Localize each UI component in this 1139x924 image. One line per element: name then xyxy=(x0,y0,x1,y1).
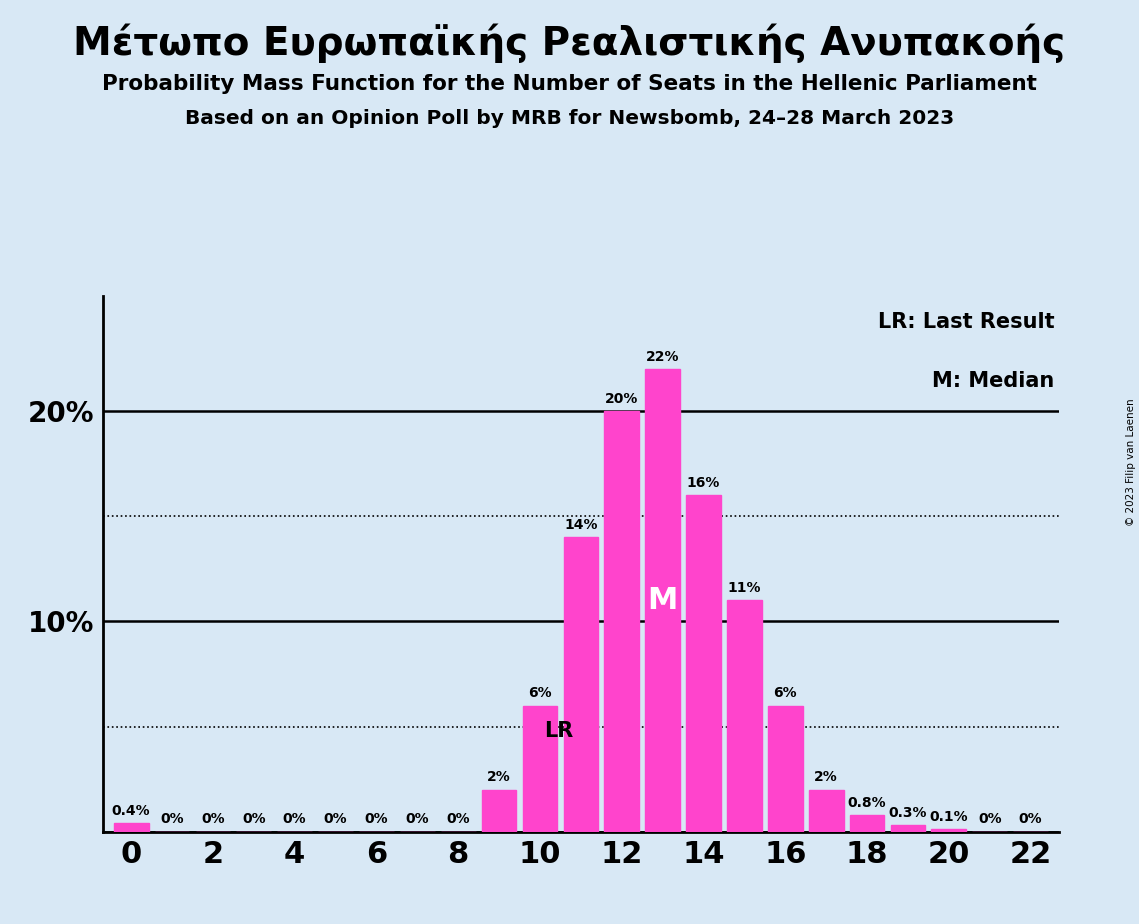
Text: 0.4%: 0.4% xyxy=(112,804,150,818)
Text: 14%: 14% xyxy=(564,518,598,532)
Bar xyxy=(932,830,966,832)
Text: 6%: 6% xyxy=(773,687,797,700)
Text: 0.8%: 0.8% xyxy=(847,796,886,809)
Bar xyxy=(605,411,639,832)
Text: 0.1%: 0.1% xyxy=(929,810,968,824)
Text: Μέτωπο Ευρωπαϊκής Ρεαλιστικής Ανυπακοής: Μέτωπο Ευρωπαϊκής Ρεαλιστικής Ανυπακοής xyxy=(73,23,1066,63)
Bar xyxy=(523,706,557,832)
Text: 0%: 0% xyxy=(161,812,183,826)
Text: LR: Last Result: LR: Last Result xyxy=(878,311,1055,332)
Text: 2%: 2% xyxy=(814,771,838,784)
Text: 0%: 0% xyxy=(323,812,347,826)
Bar xyxy=(646,370,680,832)
Bar xyxy=(768,706,803,832)
Text: 0%: 0% xyxy=(282,812,306,826)
Bar xyxy=(850,815,885,832)
Text: 11%: 11% xyxy=(728,581,761,595)
Text: M: M xyxy=(647,586,678,614)
Text: 0%: 0% xyxy=(364,812,388,826)
Bar xyxy=(891,825,925,832)
Text: 0%: 0% xyxy=(202,812,224,826)
Text: M: Median: M: Median xyxy=(932,371,1055,391)
Bar xyxy=(686,495,721,832)
Text: 0.3%: 0.3% xyxy=(888,806,927,820)
Text: 0%: 0% xyxy=(978,812,1001,826)
Text: 0%: 0% xyxy=(241,812,265,826)
Text: LR: LR xyxy=(543,721,573,741)
Text: Based on an Opinion Poll by MRB for Newsbomb, 24–28 March 2023: Based on an Opinion Poll by MRB for News… xyxy=(185,109,954,128)
Text: © 2023 Filip van Laenen: © 2023 Filip van Laenen xyxy=(1126,398,1136,526)
Text: 0%: 0% xyxy=(446,812,470,826)
Text: 22%: 22% xyxy=(646,350,680,364)
Text: 16%: 16% xyxy=(687,476,720,490)
Bar xyxy=(482,790,516,832)
Bar xyxy=(564,538,598,832)
Text: 0%: 0% xyxy=(405,812,429,826)
Text: Probability Mass Function for the Number of Seats in the Hellenic Parliament: Probability Mass Function for the Number… xyxy=(103,74,1036,94)
Text: 2%: 2% xyxy=(487,771,511,784)
Text: 20%: 20% xyxy=(605,392,639,406)
Text: 6%: 6% xyxy=(528,687,551,700)
Bar xyxy=(809,790,844,832)
Bar xyxy=(727,601,762,832)
Bar xyxy=(114,823,148,832)
Text: 0%: 0% xyxy=(1019,812,1042,826)
